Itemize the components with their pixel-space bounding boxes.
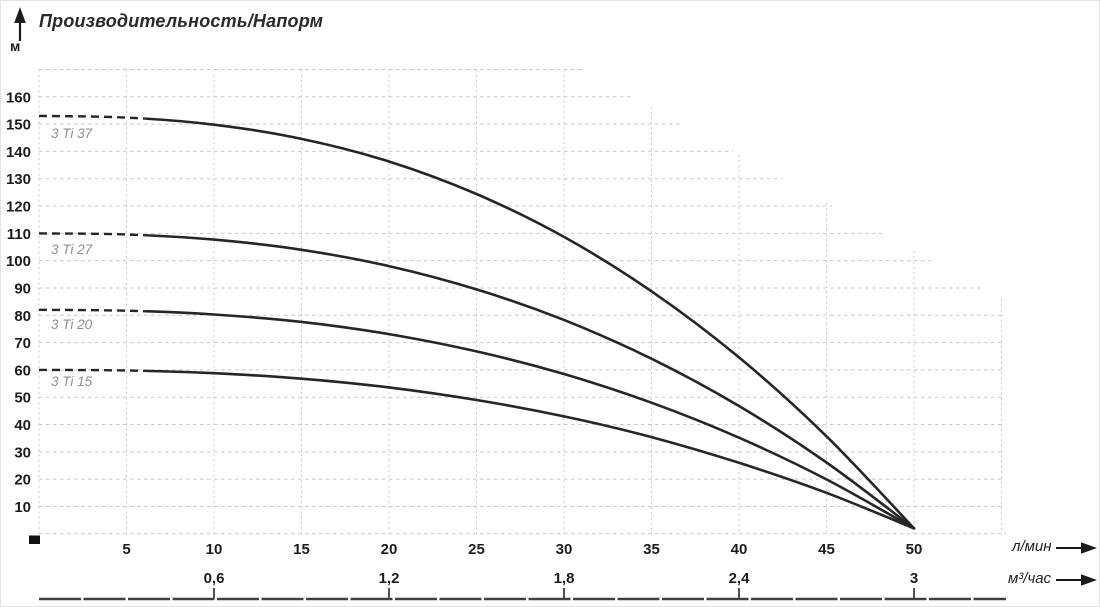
y-tick-label: 160 (6, 89, 31, 106)
y-tick-label: 70 (14, 335, 31, 352)
y-tick-label: 50 (14, 390, 31, 407)
y-tick-label: 120 (6, 199, 31, 216)
y-tick-labels: 10 20 30 40 50 60 70 80 90 100 110 120 130 140 150 160 (6, 89, 31, 516)
m3h-tick-label: 0,6 (204, 570, 225, 587)
y-tick-label: 140 (6, 144, 31, 161)
m3h-tick-label: 2,4 (729, 570, 751, 587)
y-tick-label: 150 (6, 117, 31, 134)
y-tick-label: 130 (6, 171, 31, 188)
m3h-tick-label: 3 (910, 570, 918, 587)
x-axis-primary-label: л/мин (1012, 538, 1052, 555)
series-label: 3 Ti 20 (51, 317, 93, 332)
x-tick-label: 35 (643, 541, 660, 558)
m3h-tick-label: 1,8 (554, 570, 575, 587)
y-tick-label: 40 (14, 417, 31, 434)
y-tick-label: 60 (14, 362, 31, 379)
curve-3-ti-37 (145, 117, 916, 530)
y-tick-label: 20 (14, 472, 31, 489)
y-tick-label: 90 (14, 280, 31, 297)
curve-3-ti-20 (145, 309, 916, 530)
y-tick-label: 10 (14, 499, 31, 516)
y-tick-label: 110 (7, 226, 31, 243)
x-tick-label: 20 (381, 541, 398, 558)
x-axis-secondary-label: м³/час (1008, 570, 1052, 587)
x-tick-label: 50 (906, 541, 923, 558)
y-tick-label: 100 (6, 253, 31, 270)
x-tick-label: 40 (731, 541, 748, 558)
right-arrow-icon (1056, 542, 1097, 554)
chart-title: Производительность/Напорм (39, 11, 324, 31)
x-tick-labels-lmin: 5 10 15 20 25 30 35 40 45 50 (122, 541, 922, 558)
up-arrow-icon (14, 7, 26, 41)
curve-3-ti-15 (145, 369, 916, 530)
y-tick-label: 30 (14, 444, 31, 461)
origin-marker (29, 535, 40, 544)
y-tick-label: 80 (14, 308, 31, 325)
x-tick-label: 45 (818, 541, 835, 558)
curve-3-ti-27 (145, 233, 916, 530)
right-arrow-icon (1056, 574, 1097, 586)
pump-curves: 3 Ti 37 3 Ti 27 3 Ti 20 3 Ti 15 (38, 114, 916, 530)
x-tick-label: 15 (293, 541, 310, 558)
gridlines (38, 68, 1006, 535)
series-label: 3 Ti 37 (51, 126, 93, 141)
series-label: 3 Ti 15 (51, 374, 93, 389)
x-tick-label: 10 (206, 541, 223, 558)
y-axis-unit-label: м (10, 38, 21, 54)
series-label: 3 Ti 27 (51, 242, 93, 257)
x-tick-label: 5 (122, 541, 130, 558)
x-scale-m3h: 0,6 1,2 1,8 2,4 3 (39, 570, 1006, 601)
x-tick-label: 30 (556, 541, 573, 558)
x-tick-label: 25 (468, 541, 485, 558)
m3h-tick-label: 1,2 (379, 570, 400, 587)
